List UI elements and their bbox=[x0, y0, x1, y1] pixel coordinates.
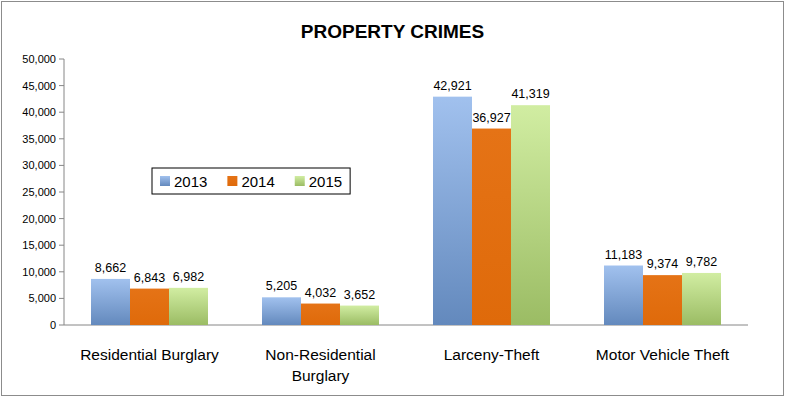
x-tick-label: Larceny-Theft bbox=[444, 346, 540, 363]
bar bbox=[301, 304, 340, 325]
legend: 2013 2014 2015 bbox=[152, 168, 350, 194]
data-label: 42,921 bbox=[433, 79, 471, 93]
y-tick bbox=[59, 245, 64, 246]
x-tick-label: Residential Burglary bbox=[80, 346, 219, 363]
legend-label: 2015 bbox=[309, 173, 342, 190]
x-tick-label: Motor Vehicle Theft bbox=[596, 346, 730, 363]
y-tick-label: 35,000 bbox=[22, 133, 56, 145]
data-label: 9,374 bbox=[647, 257, 678, 271]
bar bbox=[169, 288, 208, 325]
bar bbox=[130, 289, 169, 325]
bars bbox=[91, 97, 721, 325]
legend-box bbox=[152, 168, 350, 194]
data-label: 4,032 bbox=[305, 286, 336, 300]
data-label: 5,205 bbox=[266, 279, 297, 293]
bar bbox=[643, 275, 682, 325]
legend-swatch bbox=[295, 176, 305, 186]
y-tick-label: 15,000 bbox=[22, 239, 56, 251]
bar bbox=[262, 297, 301, 325]
data-label: 8,662 bbox=[95, 261, 126, 275]
y-tick-label: 40,000 bbox=[22, 106, 56, 118]
data-label: 9,782 bbox=[686, 255, 717, 269]
bar bbox=[91, 279, 130, 325]
data-label: 36,927 bbox=[472, 111, 510, 125]
y-tick-label: 45,000 bbox=[22, 80, 56, 92]
y-tick-label: 5,000 bbox=[28, 292, 56, 304]
legend-label: 2013 bbox=[174, 173, 207, 190]
y-tick bbox=[59, 59, 64, 60]
bar bbox=[682, 273, 721, 325]
y-tick bbox=[59, 325, 64, 326]
y-tick bbox=[59, 192, 64, 193]
y-tick-label: 50,000 bbox=[22, 53, 56, 65]
y-tick bbox=[59, 85, 64, 86]
y-tick-label: 0 bbox=[50, 319, 56, 331]
title: PROPERTY CRIMES bbox=[301, 21, 484, 42]
legend-swatch bbox=[227, 176, 237, 186]
data-label: 11,183 bbox=[605, 248, 642, 262]
chart: PROPERTY CRIMES 0 5,000 10,000 15,000 20,000 2… bbox=[0, 0, 785, 399]
y-tick bbox=[59, 165, 64, 166]
data-labels: 8,662 5,205 42,921 11,183 6,843 4,032 36,927 9,… bbox=[95, 79, 717, 302]
y-tick bbox=[59, 138, 64, 139]
y-axis-line bbox=[64, 59, 65, 325]
bar bbox=[511, 105, 550, 325]
y-tick bbox=[59, 218, 64, 219]
data-label: 6,982 bbox=[173, 270, 204, 284]
data-label: 41,319 bbox=[511, 87, 549, 101]
legend-label: 2014 bbox=[241, 173, 274, 190]
data-label: 3,652 bbox=[344, 288, 375, 302]
y-tick bbox=[59, 298, 64, 299]
bar bbox=[472, 129, 511, 325]
y-tick bbox=[59, 112, 64, 113]
y-tick-label: 25,000 bbox=[22, 186, 56, 198]
y-axis: 0 5,000 10,000 15,000 20,000 25,000 30,000 35,0… bbox=[22, 53, 748, 331]
y-tick-label: 20,000 bbox=[22, 213, 56, 225]
x-axis: Residential Burglary Non-ResidentialBurgl… bbox=[80, 346, 730, 384]
bar bbox=[340, 306, 379, 325]
data-label: 6,843 bbox=[134, 271, 165, 285]
y-tick bbox=[59, 271, 64, 272]
chart-frame bbox=[2, 2, 784, 396]
bar bbox=[604, 266, 643, 325]
x-tick-label: Non-ResidentialBurglary bbox=[265, 346, 375, 384]
bar bbox=[433, 97, 472, 325]
legend-swatch bbox=[160, 176, 170, 186]
y-tick-label: 10,000 bbox=[22, 266, 56, 278]
y-tick-label: 30,000 bbox=[22, 159, 56, 171]
